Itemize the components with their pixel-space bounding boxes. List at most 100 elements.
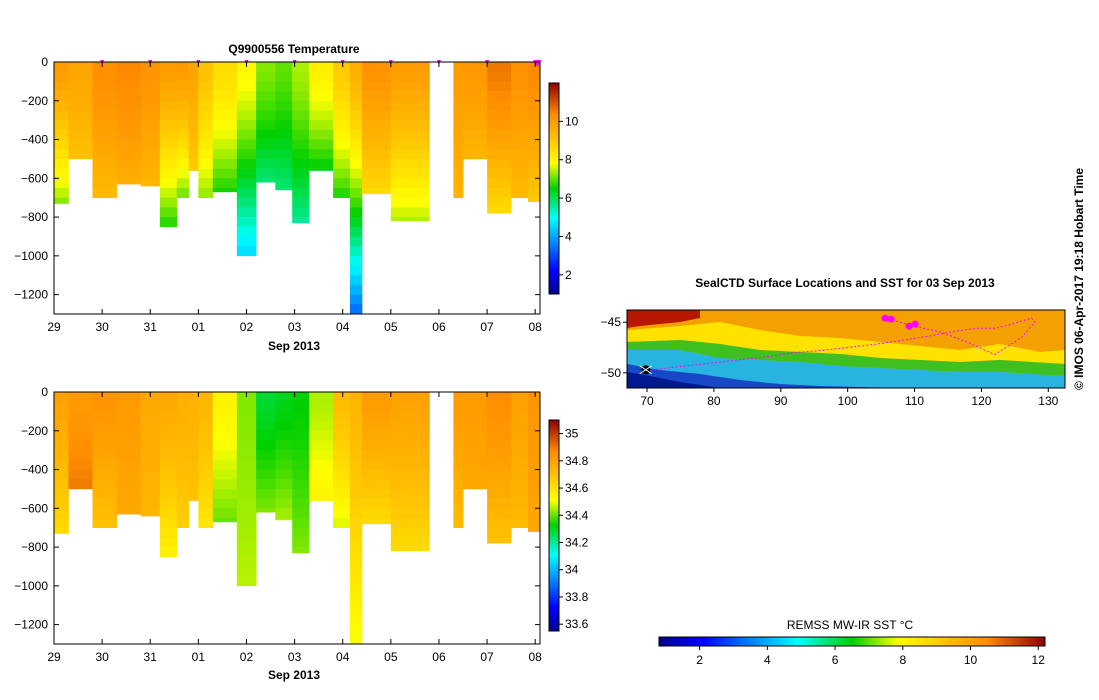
profile-cell bbox=[116, 469, 142, 480]
profile-cell bbox=[511, 401, 529, 412]
profile-cell bbox=[511, 100, 529, 111]
profile-cell bbox=[390, 537, 430, 548]
profile-cell bbox=[92, 469, 117, 480]
profile-cell bbox=[527, 129, 541, 140]
profile-cell bbox=[292, 450, 310, 461]
profile-cell bbox=[188, 479, 199, 490]
profile-cell bbox=[188, 488, 199, 499]
profile-cell bbox=[487, 178, 512, 189]
profile-cell bbox=[487, 440, 512, 451]
y-tick-label: −800 bbox=[21, 210, 48, 224]
profile-cell bbox=[292, 401, 310, 412]
x-tick-label: 03 bbox=[288, 320, 302, 334]
profile-cell bbox=[275, 450, 293, 461]
profile-cell bbox=[176, 488, 190, 499]
profile-cell bbox=[54, 508, 69, 519]
profile-cell bbox=[236, 401, 257, 412]
profile-cell bbox=[333, 120, 351, 131]
profile-column bbox=[390, 392, 430, 552]
profile-cell bbox=[453, 168, 464, 179]
profile-cell bbox=[361, 498, 392, 509]
x-tick-label: 03 bbox=[288, 650, 302, 664]
profile-cell bbox=[212, 421, 238, 432]
profile-cell bbox=[333, 91, 351, 102]
profile-cell bbox=[92, 430, 117, 441]
profile-cell bbox=[68, 401, 93, 412]
profile-cell bbox=[212, 508, 238, 519]
profile-cell bbox=[390, 411, 430, 422]
profile-cell bbox=[198, 401, 214, 412]
profile-cell bbox=[140, 91, 161, 102]
profile-cell bbox=[68, 129, 93, 140]
profile-cell bbox=[92, 508, 117, 519]
profile-cell bbox=[390, 498, 430, 509]
profile-cell bbox=[361, 440, 392, 451]
sst-colorbar-label: REMSS MW-IR SST °C bbox=[787, 618, 914, 632]
profile-cell bbox=[275, 498, 293, 509]
profile-cell bbox=[453, 178, 464, 189]
profile-cell bbox=[54, 479, 69, 490]
profile-cell bbox=[176, 469, 190, 480]
profile-cell bbox=[511, 430, 529, 441]
profile-cell bbox=[309, 401, 334, 412]
profile-cell bbox=[159, 459, 178, 470]
profile-cell bbox=[292, 547, 310, 554]
profile-cell bbox=[198, 129, 214, 140]
profile-cell bbox=[333, 411, 351, 422]
profile-column bbox=[275, 62, 293, 191]
profile-cell bbox=[511, 149, 529, 160]
profile-cell bbox=[309, 81, 334, 92]
profile-column bbox=[275, 392, 293, 521]
profile-cell bbox=[256, 158, 276, 169]
surface-location bbox=[905, 322, 913, 330]
profile-cell bbox=[292, 207, 310, 218]
profile-cell bbox=[54, 450, 69, 461]
temperature-colorbar-ticks: 2 4 6 8 10 bbox=[559, 114, 579, 282]
profile-cell bbox=[198, 430, 214, 441]
profile-cell bbox=[275, 508, 293, 519]
profile-cell bbox=[361, 158, 392, 169]
profile-cell bbox=[54, 158, 69, 169]
profile-cell bbox=[275, 158, 293, 169]
profile-cell bbox=[487, 207, 512, 214]
profile-cell bbox=[256, 421, 276, 432]
profile-cell bbox=[159, 110, 178, 121]
profile-cell bbox=[390, 527, 430, 538]
profile-cell bbox=[159, 149, 178, 160]
profile-cell bbox=[349, 100, 363, 111]
profile-cell bbox=[92, 100, 117, 111]
profile-cell bbox=[140, 498, 161, 509]
profile-cell bbox=[511, 469, 529, 480]
profile-cell bbox=[159, 547, 178, 558]
profile-cell bbox=[453, 149, 464, 160]
profile-cell bbox=[188, 71, 199, 82]
colorbar-tick-label: 33.6 bbox=[565, 617, 589, 631]
profile-column bbox=[292, 62, 310, 224]
profile-cell bbox=[309, 430, 334, 441]
profile-cell bbox=[361, 411, 392, 422]
profile-column bbox=[176, 62, 190, 198]
profile-cell bbox=[140, 411, 161, 422]
profile-cell bbox=[487, 527, 512, 538]
profile-cell bbox=[390, 488, 430, 499]
profile-cell bbox=[236, 236, 257, 247]
profile-cell bbox=[236, 421, 257, 432]
profile-cell bbox=[333, 168, 351, 179]
profile-cell bbox=[159, 91, 178, 102]
profile-cell bbox=[68, 62, 93, 72]
sst-coldest-west bbox=[627, 372, 720, 388]
profile-cell bbox=[275, 149, 293, 160]
profile-cell bbox=[349, 440, 363, 451]
profile-cell bbox=[92, 450, 117, 461]
sst-colorbar-tick-label: 8 bbox=[899, 653, 906, 667]
profile-cell bbox=[361, 62, 392, 72]
profile-cell bbox=[188, 149, 199, 160]
profile-cell bbox=[333, 430, 351, 441]
profile-cell bbox=[487, 421, 512, 432]
profile-cell bbox=[140, 450, 161, 461]
profile-cell bbox=[390, 469, 430, 480]
profile-cell bbox=[236, 168, 257, 179]
profile-cell bbox=[333, 392, 351, 402]
profile-cell bbox=[511, 81, 529, 92]
profile-cell bbox=[527, 401, 541, 412]
